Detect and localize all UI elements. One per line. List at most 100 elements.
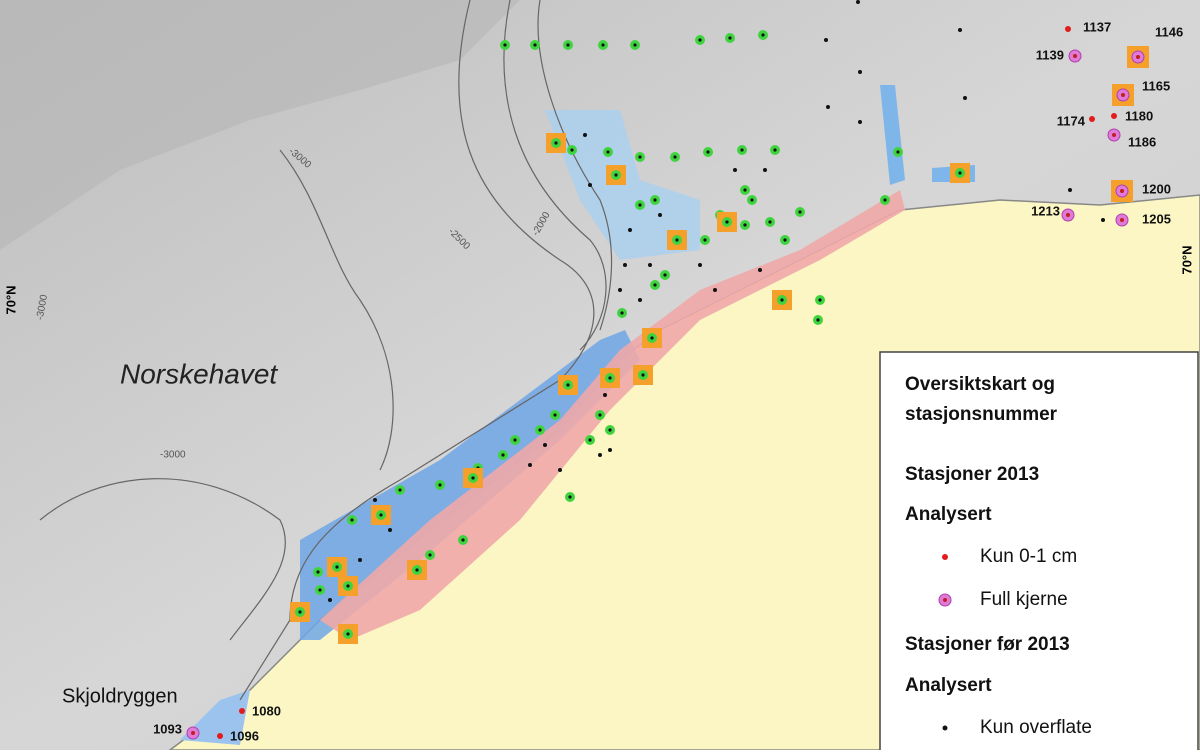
site-marker xyxy=(566,383,570,387)
site-marker xyxy=(780,298,784,302)
site-marker xyxy=(618,288,622,292)
site-marker xyxy=(350,518,354,522)
site-marker xyxy=(698,38,702,42)
site-marker xyxy=(335,565,339,569)
station-label: 1205 xyxy=(1142,211,1171,226)
legend-marker xyxy=(942,725,948,731)
site-marker xyxy=(826,105,830,109)
legend-marker xyxy=(943,598,947,602)
site-marker xyxy=(538,428,542,432)
site-marker xyxy=(318,588,322,592)
site-marker xyxy=(346,632,350,636)
station-marker xyxy=(1121,93,1125,97)
site-marker xyxy=(503,43,507,47)
site-marker xyxy=(638,298,642,302)
site-marker xyxy=(824,38,828,42)
site-marker xyxy=(743,223,747,227)
station-marker xyxy=(239,708,245,714)
site-marker xyxy=(653,283,657,287)
site-marker xyxy=(641,373,645,377)
site-marker xyxy=(783,238,787,242)
site-marker xyxy=(533,43,537,47)
legend-item: Kun 0-1 cm xyxy=(980,546,1077,567)
legend-marker xyxy=(942,554,948,560)
contour-line xyxy=(279,149,394,471)
site-marker xyxy=(570,148,574,152)
site-marker xyxy=(568,495,572,499)
station-marker xyxy=(1120,189,1124,193)
site-marker xyxy=(773,148,777,152)
latitude-label: 70°N xyxy=(3,285,18,314)
legend-section: Stasjoner før 2013 xyxy=(905,634,1070,655)
site-marker xyxy=(663,273,667,277)
site-marker xyxy=(743,188,747,192)
site-marker xyxy=(761,33,765,37)
legend-item: Full kjerne xyxy=(980,589,1068,610)
station-marker xyxy=(1066,213,1070,217)
contour-label: -3000 xyxy=(35,293,50,321)
site-marker xyxy=(601,43,605,47)
station-label: 1080 xyxy=(252,703,281,718)
site-marker xyxy=(896,150,900,154)
site-marker xyxy=(958,28,962,32)
site-marker xyxy=(856,0,860,4)
site-marker xyxy=(316,570,320,574)
site-marker xyxy=(650,336,654,340)
site-marker xyxy=(816,318,820,322)
site-marker xyxy=(713,288,717,292)
site-marker xyxy=(883,198,887,202)
contour-line xyxy=(537,0,613,331)
contours xyxy=(39,0,613,701)
site-marker xyxy=(750,198,754,202)
site-marker xyxy=(648,263,652,267)
site-marker xyxy=(398,488,402,492)
station-label: 1139 xyxy=(1036,47,1064,62)
site-marker xyxy=(698,263,702,267)
site-marker xyxy=(638,203,642,207)
ridge-label: Skjoldryggen xyxy=(62,685,178,707)
site-marker xyxy=(501,453,505,457)
site-marker xyxy=(638,155,642,159)
site-marker xyxy=(725,220,729,224)
site-marker xyxy=(606,150,610,154)
site-marker xyxy=(373,498,377,502)
survey-area-pink xyxy=(320,190,905,640)
site-marker xyxy=(528,463,532,467)
station-label: 1200 xyxy=(1142,181,1171,196)
site-marker xyxy=(388,528,392,532)
site-marker xyxy=(740,148,744,152)
site-marker xyxy=(673,155,677,159)
site-marker xyxy=(588,183,592,187)
site-marker xyxy=(543,443,547,447)
site-marker xyxy=(858,120,862,124)
survey-strip xyxy=(880,85,905,185)
legend-subheading: Analysert xyxy=(905,504,992,525)
site-marker xyxy=(675,238,679,242)
site-marker xyxy=(958,171,962,175)
site-marker xyxy=(588,438,592,442)
site-marker xyxy=(633,43,637,47)
site-marker xyxy=(553,413,557,417)
site-marker xyxy=(798,210,802,214)
station-label: 1174 xyxy=(1057,113,1086,128)
site-marker xyxy=(583,133,587,137)
site-marker xyxy=(438,483,442,487)
station-markers: 1137 1146 1139 1165 1174 1180 1186 1200 1213 1205… xyxy=(153,0,1183,743)
site-marker xyxy=(706,150,710,154)
site-marker xyxy=(858,70,862,74)
site-marker xyxy=(346,584,350,588)
contour-label: -3000 xyxy=(160,450,186,461)
site-marker xyxy=(620,311,624,315)
station-label: 1137 xyxy=(1083,19,1111,34)
station-marker xyxy=(1136,55,1140,59)
station-marker xyxy=(217,733,223,739)
contour-line xyxy=(239,0,595,701)
station-marker xyxy=(1073,54,1077,58)
sea-label: Norskehavet xyxy=(120,358,278,389)
site-marker xyxy=(415,568,419,572)
station-marker xyxy=(1089,116,1095,122)
latitude-label: 70°N xyxy=(1179,245,1194,274)
station-label: 1180 xyxy=(1125,108,1153,123)
site-marker xyxy=(566,43,570,47)
